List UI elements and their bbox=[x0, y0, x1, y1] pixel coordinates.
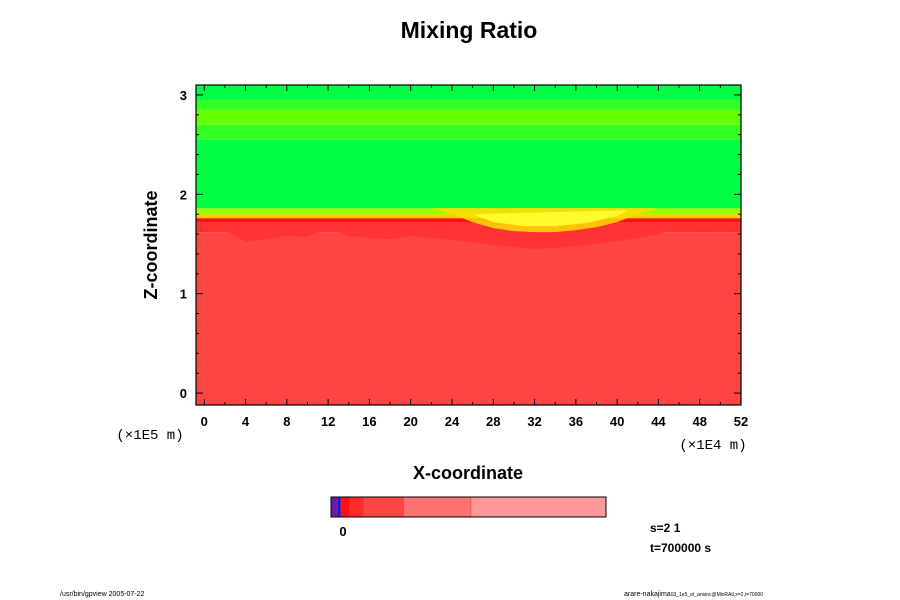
x-tick-label: 8 bbox=[283, 414, 290, 429]
x-tick-label: 36 bbox=[569, 414, 583, 429]
colorbar-segment-2 bbox=[340, 497, 350, 517]
y-axis-title: Z-coordinate bbox=[141, 190, 161, 299]
colorbar-frame bbox=[330, 496, 607, 518]
x-tick-label: 4 bbox=[242, 414, 250, 429]
time-label: t=700000 s bbox=[650, 541, 711, 555]
step-label: s=2 1 bbox=[650, 521, 681, 535]
footer-right: arare-nakajima03_1e5_et_ansinc@MixRAtl,x… bbox=[624, 591, 763, 598]
mixing-zone bbox=[196, 222, 741, 249]
plot-frame bbox=[195, 84, 742, 406]
colorbar-label: 0 bbox=[339, 524, 346, 539]
plot-area bbox=[196, 85, 741, 405]
x-unit-label: (×1E4 m) bbox=[679, 438, 746, 454]
axis-ticks bbox=[196, 85, 742, 405]
contour-band-7 bbox=[196, 109, 741, 125]
footer-right-main: arare-nakajima bbox=[624, 591, 671, 598]
x-tick-label: 12 bbox=[321, 414, 335, 429]
y-tick-labels: 0 1 2 3 bbox=[180, 88, 187, 401]
x-tick-label: 32 bbox=[527, 414, 541, 429]
x-tick-label: 20 bbox=[403, 414, 417, 429]
x-tick-label: 44 bbox=[651, 414, 666, 429]
mixing-layer bbox=[196, 208, 741, 249]
y-tick-label: 1 bbox=[180, 287, 187, 302]
colorbar-segment-5 bbox=[403, 497, 471, 517]
colorbar-segment-0 bbox=[331, 497, 338, 517]
contour-band-6 bbox=[196, 124, 741, 140]
contour-band-0 bbox=[196, 232, 741, 405]
x-tick-label: 40 bbox=[610, 414, 624, 429]
x-axis-title: X-coordinate bbox=[413, 463, 523, 483]
chart-title: Mixing Ratio bbox=[401, 17, 538, 43]
x-tick-label: 48 bbox=[692, 414, 706, 429]
y-tick-label: 2 bbox=[180, 187, 187, 202]
colorbar-segment-3 bbox=[349, 497, 363, 517]
yellow-core bbox=[472, 210, 628, 227]
contour-band-8 bbox=[196, 99, 741, 110]
colorbar-segment-1 bbox=[337, 497, 341, 517]
contour-band-9 bbox=[196, 85, 741, 100]
contour-band-5 bbox=[196, 139, 741, 209]
x-tick-label: 16 bbox=[362, 414, 376, 429]
footer-right-small: 03_1e5_et_ansinc@MixRAtl,x=2,t=70000 bbox=[671, 592, 764, 598]
x-tick-label: 24 bbox=[445, 414, 460, 429]
footer-left: /usr/bin/gpview 2005-07-22 bbox=[60, 591, 145, 598]
x-tick-label: 0 bbox=[201, 414, 208, 429]
y-tick-label: 0 bbox=[180, 386, 187, 401]
y-tick-label: 3 bbox=[180, 88, 187, 103]
x-tick-label: 52 bbox=[734, 414, 748, 429]
y-unit-label: (×1E5 m) bbox=[116, 428, 183, 444]
colorbar-segment-4 bbox=[362, 497, 404, 517]
colorbar bbox=[331, 497, 606, 517]
colorbar-segment-6 bbox=[470, 497, 606, 517]
x-tick-label: 28 bbox=[486, 414, 500, 429]
x-tick-labels: 0 4 8 12 16 20 24 28 32 36 40 44 48 52 bbox=[201, 414, 749, 429]
